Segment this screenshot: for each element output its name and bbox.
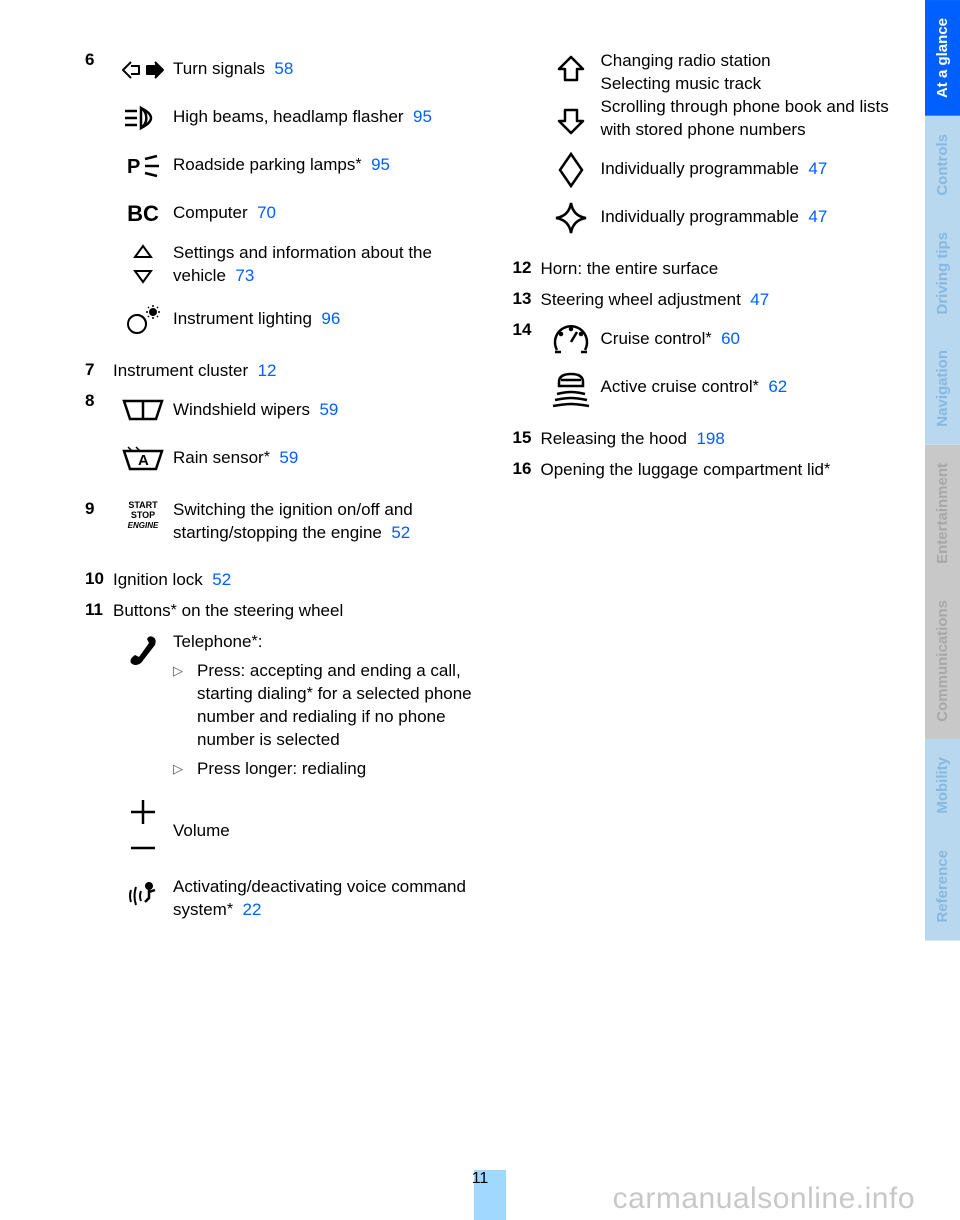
horn-text: Horn: the entire surface: [541, 258, 906, 281]
instrument-lighting-text: Instrument lighting 96: [173, 300, 478, 331]
settings-icon: [113, 242, 173, 292]
instrument-cluster-text: Instrument cluster 12: [113, 360, 478, 383]
active-cruise-text: Active cruise control* 62: [601, 368, 906, 399]
diamond-star-icon: [541, 198, 601, 238]
high-beams-text: High beams, headlamp flasher 95: [173, 98, 478, 129]
page-number: 11: [472, 1170, 489, 1188]
tab-communications[interactable]: Communications: [925, 582, 960, 740]
page-ref[interactable]: 198: [696, 429, 724, 448]
volume-icon: [113, 788, 173, 868]
page-ref[interactable]: 12: [258, 361, 277, 380]
rain-sensor-text: Rain sensor* 59: [173, 439, 478, 470]
tab-mobility[interactable]: Mobility: [925, 739, 960, 832]
page-ref[interactable]: 22: [243, 900, 262, 919]
turn-signals-icon: [113, 50, 173, 90]
voice-command-text: Activating/deactivating voice command sy…: [173, 876, 478, 922]
item-number-14: 14: [513, 320, 541, 340]
page-ref[interactable]: 95: [371, 155, 390, 174]
item-number-12: 12: [513, 258, 541, 278]
page-ref[interactable]: 47: [750, 290, 769, 309]
tab-entertainment[interactable]: Entertainment: [925, 445, 960, 582]
svg-text:A: A: [138, 452, 149, 469]
active-cruise-icon: [541, 368, 601, 408]
tab-navigation[interactable]: Navigation: [925, 332, 960, 445]
page-ref[interactable]: 59: [319, 400, 338, 419]
computer-text: Computer 70: [173, 194, 478, 225]
high-beams-icon: [113, 98, 173, 138]
cruise-control-icon: [541, 320, 601, 360]
tab-at-a-glance[interactable]: At a glance: [925, 0, 960, 116]
hood-text: Releasing the hood 198: [541, 428, 906, 451]
item-number-8: 8: [85, 391, 113, 411]
item-number-7: 7: [85, 360, 113, 380]
telephone-text: Telephone*: ▷ Press: accepting and endin…: [173, 631, 478, 781]
windshield-wipers-text: Windshield wipers 59: [173, 391, 478, 422]
ignition-switch-text: Switching the ignition on/off and starti…: [173, 499, 478, 545]
item-number-6: 6: [85, 50, 113, 70]
rain-sensor-icon: A: [113, 439, 173, 479]
page-ref[interactable]: 95: [413, 107, 432, 126]
page-ref[interactable]: 52: [391, 523, 410, 542]
item-number-15: 15: [513, 428, 541, 448]
tab-reference[interactable]: Reference: [925, 832, 960, 941]
cruise-control-text: Cruise control* 60: [601, 320, 906, 351]
item-number-13: 13: [513, 289, 541, 309]
page-ref[interactable]: 96: [321, 309, 340, 328]
computer-icon: BC: [113, 194, 173, 234]
buttons-text: Buttons* on the steering wheel: [113, 600, 478, 623]
tab-driving-tips[interactable]: Driving tips: [925, 214, 960, 333]
volume-text: Volume: [173, 788, 478, 843]
programmable-2-text: Individually programmable 47: [601, 198, 906, 229]
luggage-text: Opening the luggage compartment lid*: [541, 459, 906, 482]
svg-text:P: P: [127, 156, 140, 178]
page-ref[interactable]: 58: [274, 59, 293, 78]
section-tabs: At a glance Controls Driving tips Naviga…: [925, 0, 960, 1220]
watermark: carmanualsonline.info: [613, 1182, 915, 1216]
settings-text: Settings and information about the vehic…: [173, 242, 478, 288]
parking-lamps-text: Roadside parking lamps* 95: [173, 146, 478, 177]
page-ref[interactable]: 47: [808, 159, 827, 178]
item-number-9: 9: [85, 499, 113, 519]
item-number-11: 11: [85, 600, 113, 620]
instrument-lighting-icon: [113, 300, 173, 340]
steering-text: Steering wheel adjustment 47: [541, 289, 906, 312]
page-ref[interactable]: 47: [808, 207, 827, 226]
ignition-lock-text: Ignition lock 52: [113, 569, 478, 592]
bullet-icon: ▷: [173, 660, 197, 680]
item-number-16: 16: [513, 459, 541, 479]
page-ref[interactable]: 60: [721, 329, 740, 348]
programmable-1-text: Individually programmable 47: [601, 150, 906, 181]
start-stop-icon: STARTSTOPENGINE: [113, 499, 173, 549]
left-column: 6 Turn signals 58 High beams, headlamp f…: [85, 50, 478, 1220]
right-column: Changing radio station Selecting music t…: [513, 50, 906, 1220]
diamond-outline-icon: [541, 150, 601, 190]
parking-lamps-icon: P: [113, 146, 173, 186]
tab-controls[interactable]: Controls: [925, 116, 960, 214]
turn-signals-text: Turn signals 58: [173, 50, 478, 81]
bullet-icon: ▷: [173, 758, 197, 778]
telephone-icon: [113, 631, 173, 681]
item-number-10: 10: [85, 569, 113, 589]
page-ref[interactable]: 73: [235, 266, 254, 285]
voice-command-icon: [113, 876, 173, 926]
arrows-text: Changing radio station Selecting music t…: [601, 50, 906, 142]
page-ref[interactable]: 70: [257, 203, 276, 222]
up-down-arrows-icon: [541, 50, 601, 140]
page-ref[interactable]: 59: [279, 448, 298, 467]
page-ref[interactable]: 52: [212, 570, 231, 589]
windshield-wipers-icon: [113, 391, 173, 431]
page-ref[interactable]: 62: [768, 377, 787, 396]
